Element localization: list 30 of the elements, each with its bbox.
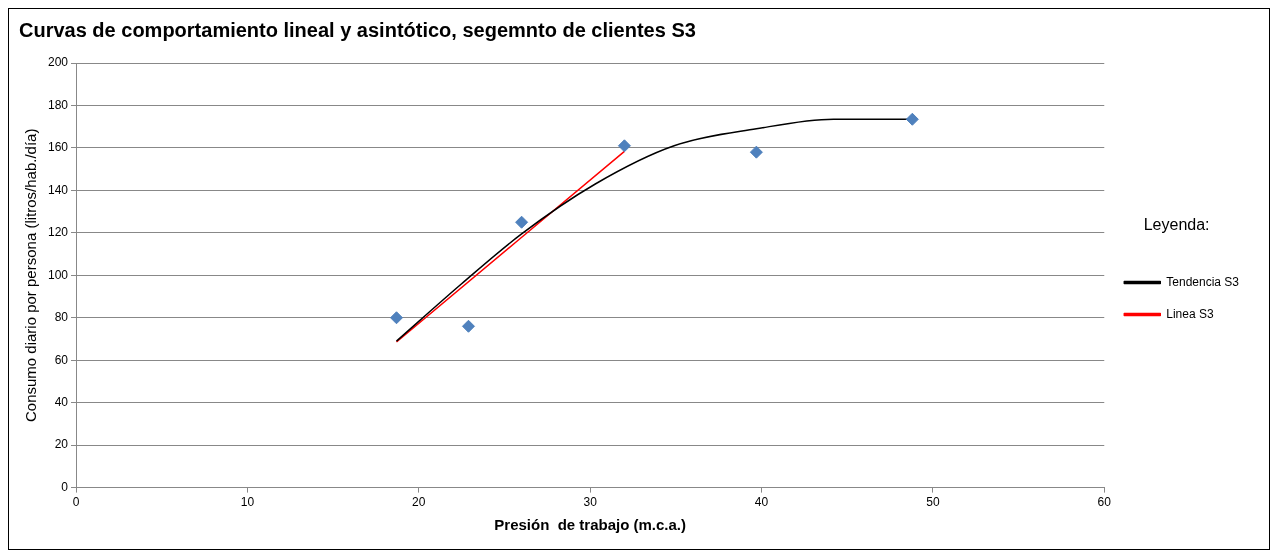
x-tick-label: 60 <box>1097 495 1112 510</box>
y-tick-label: 0 <box>61 479 69 494</box>
y-tick-label: 200 <box>47 55 69 70</box>
x-tick-label: 50 <box>926 495 940 510</box>
x-tick-label: 10 <box>240 495 255 510</box>
x-tick-label: 20 <box>412 495 426 510</box>
y-tick-label: 160 <box>47 140 69 155</box>
legend-title: Leyenda: <box>1143 215 1210 233</box>
legend-label: Tendencia S3 <box>1166 274 1240 289</box>
point <box>617 139 631 153</box>
x-tick-label: 40 <box>754 495 769 510</box>
legend-label: Linea S3 <box>1166 306 1214 321</box>
x-tick-label: 0 <box>72 495 80 510</box>
y-tick-label: 180 <box>47 97 69 112</box>
y-axis-title: Consumo diario por persona (litros/hab./día) <box>22 128 40 423</box>
point <box>390 311 403 325</box>
y-tick-label: 60 <box>54 352 69 367</box>
point <box>749 145 763 159</box>
point <box>905 112 919 126</box>
y-tick-label: 20 <box>54 437 69 452</box>
y-tick-label: 120 <box>47 225 69 240</box>
chart-title: Curvas de comportamiento lineal y asintótico, segemnto de clientes S3 <box>19 18 696 41</box>
y-tick-label: 100 <box>47 267 69 282</box>
point <box>461 319 475 333</box>
y-tick-label: 140 <box>47 182 69 197</box>
x-axis-title: Presión de trabajo (m.c.a.) <box>494 516 687 534</box>
y-tick-label: 40 <box>54 394 69 409</box>
y-tick-label: 80 <box>54 310 69 325</box>
x-tick-label: 30 <box>583 495 598 510</box>
point <box>515 215 529 229</box>
